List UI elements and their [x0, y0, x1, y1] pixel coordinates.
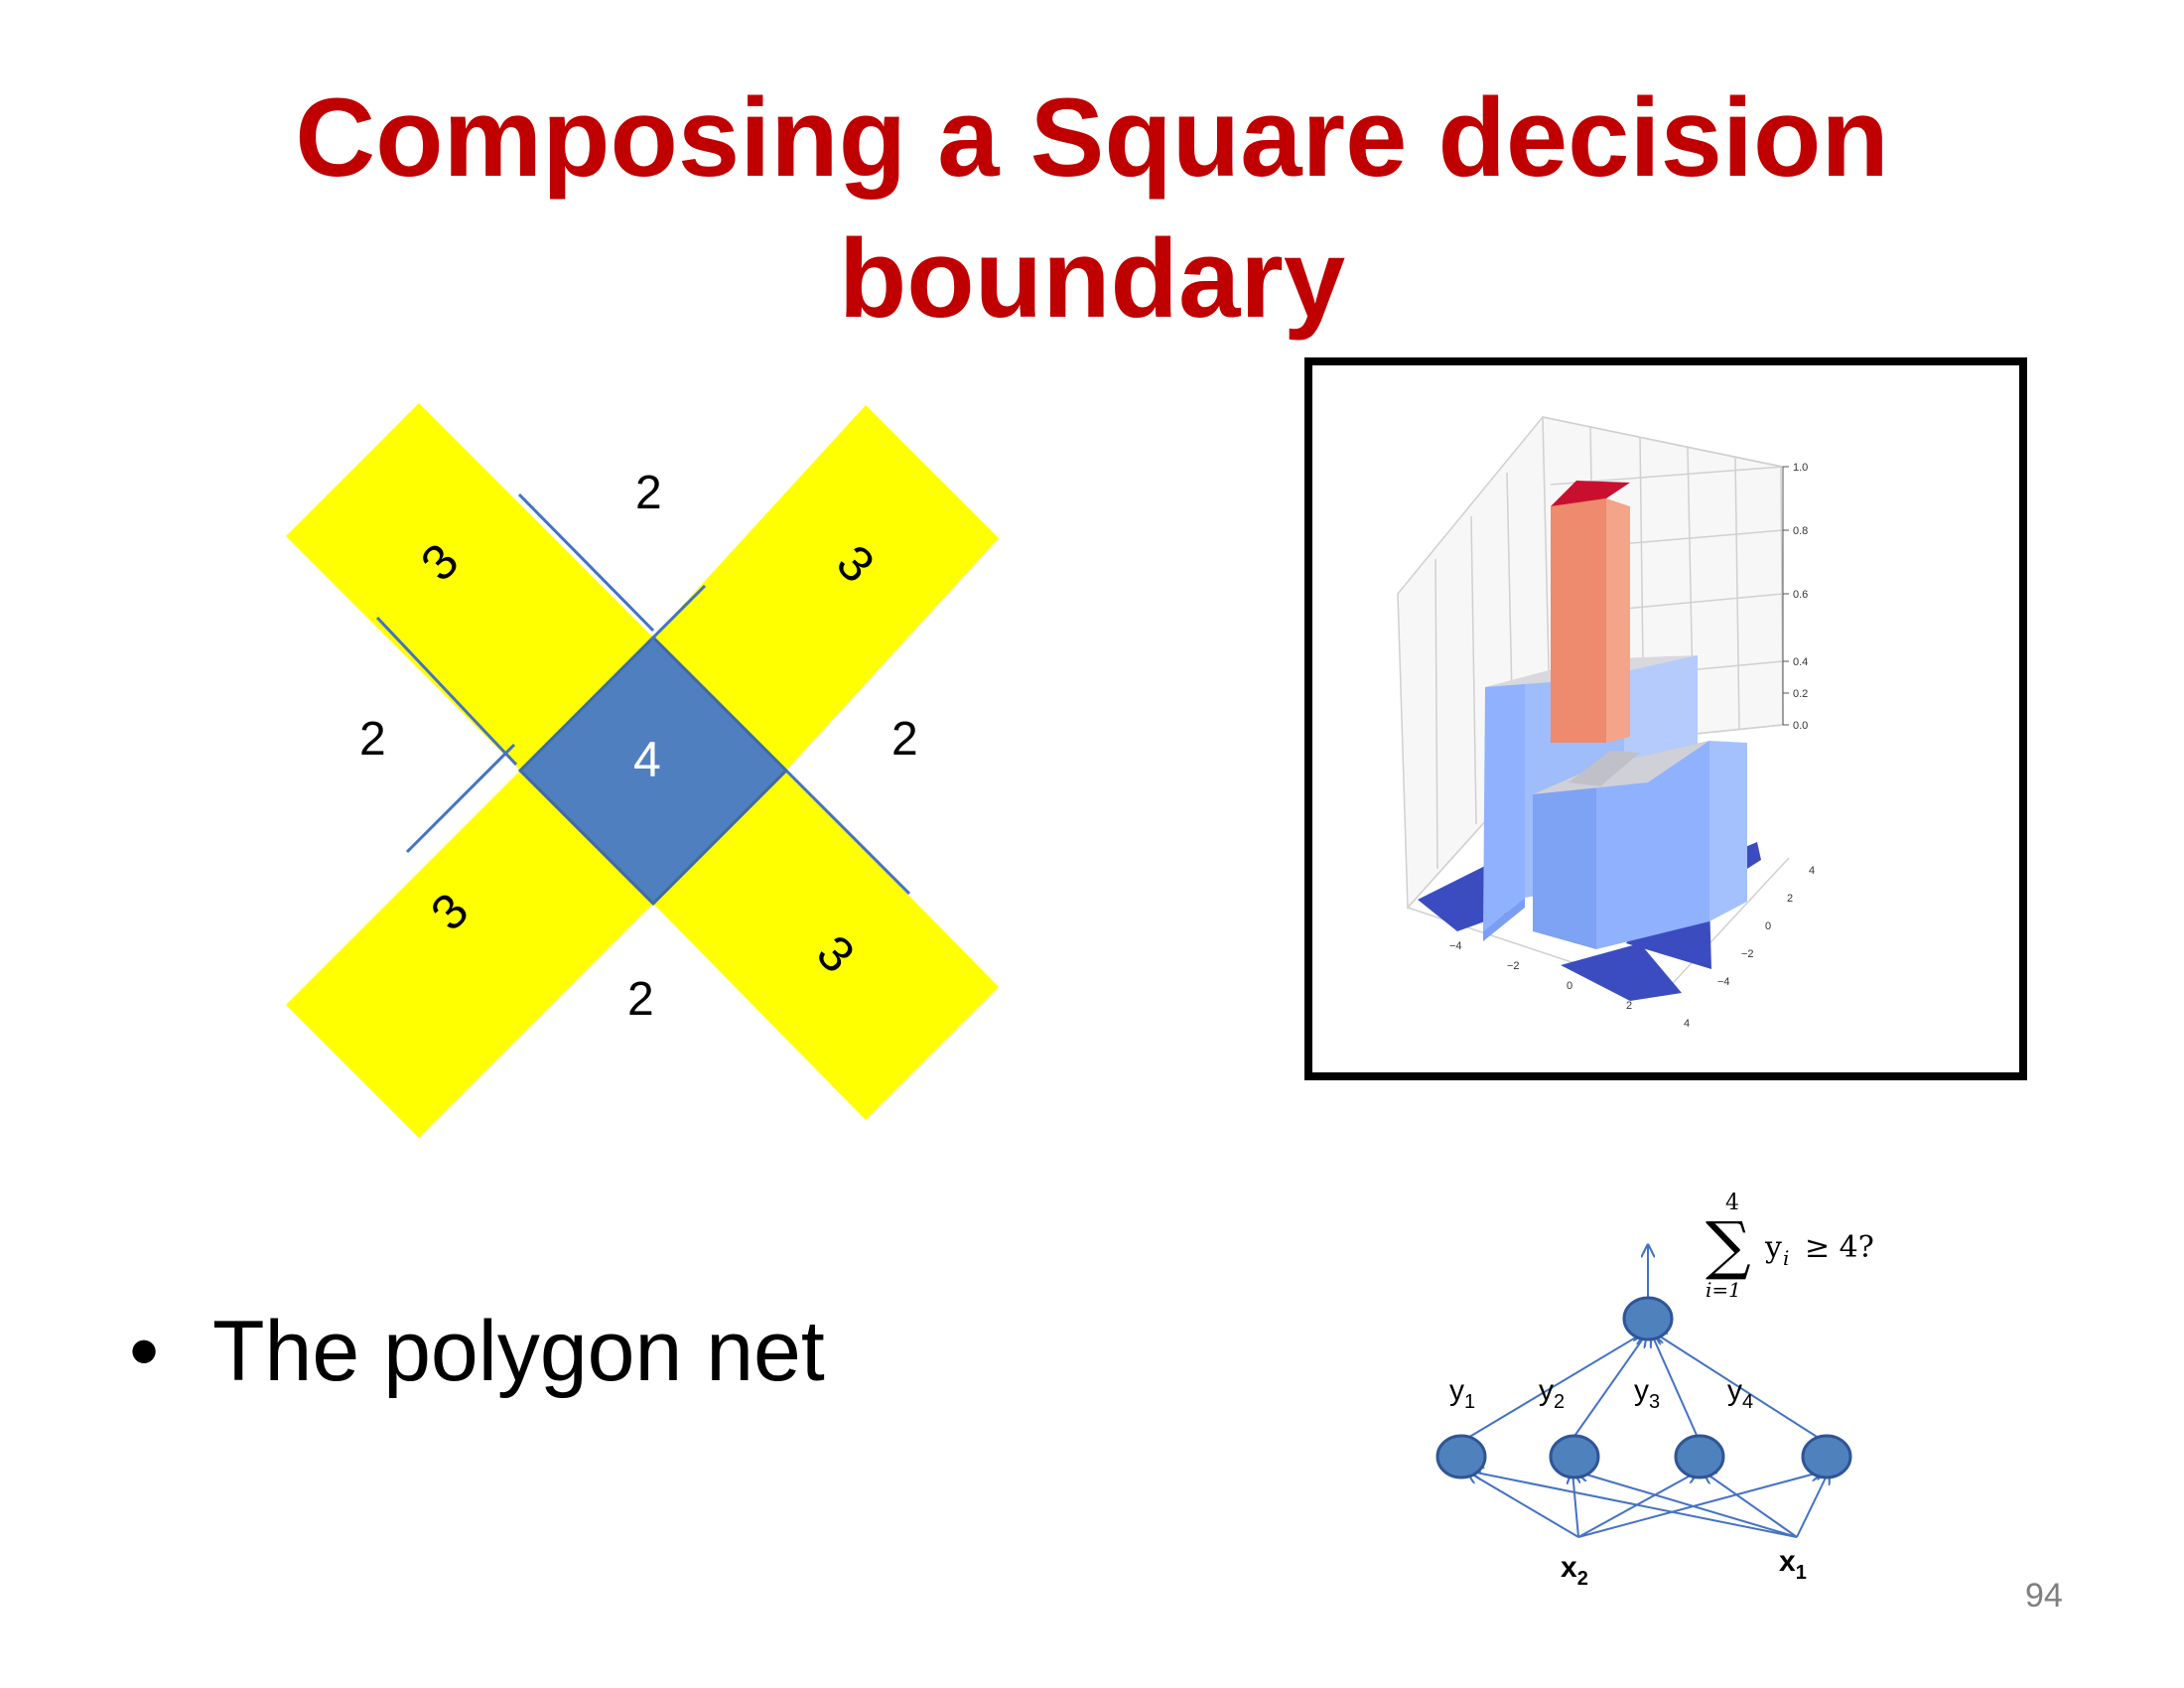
sum-lower-limit: i=1: [1706, 1278, 1741, 1302]
sum-relation: ≥ 4?: [1805, 1230, 1874, 1265]
surface-plot: 1.0 0.8 0.6 0.4 0.2 0.0 −4 −2 0 2 4 4 2 …: [1397, 416, 1815, 1030]
x-tick-label: 2: [1626, 1000, 1632, 1012]
hidden-node-2: [1549, 1434, 1600, 1479]
surface-peak: [1551, 481, 1630, 743]
z-tick-label: 0.0: [1793, 720, 1808, 732]
x-tick-label: 0: [1567, 980, 1572, 992]
outer-label-left: 2: [359, 713, 386, 766]
y-tick-label: −4: [1717, 976, 1730, 988]
y-tick-label: −2: [1741, 948, 1754, 960]
hidden-node-3: [1674, 1434, 1725, 1479]
page-number: 94: [2025, 1577, 2063, 1615]
hidden-label-2: y2: [1539, 1374, 1565, 1413]
y-tick-label: 0: [1765, 920, 1771, 932]
hidden-node-1: [1435, 1434, 1487, 1479]
sum-upper-limit: 4: [1725, 1191, 1739, 1215]
input-label-x1: x1: [1779, 1545, 1807, 1584]
input-label-x2: x2: [1561, 1551, 1588, 1590]
bullet-text: The polygon net: [212, 1304, 825, 1399]
z-tick-label: 0.8: [1793, 525, 1808, 537]
arm-bottom-left: [286, 771, 653, 1138]
bullet-item: • The polygon net: [129, 1303, 825, 1401]
y-tick-label: 4: [1809, 865, 1815, 877]
x-tick-label: −4: [1449, 940, 1462, 952]
center-square: [517, 634, 789, 907]
outer-label-right: 2: [891, 713, 918, 766]
sum-subscript: i: [1783, 1246, 1789, 1270]
z-axis: [1782, 466, 1789, 726]
surface-mid-regions: [1483, 655, 1747, 949]
title-line-2: boundary: [838, 216, 1346, 341]
title-line-1: Composing a Square decision: [295, 75, 1889, 200]
output-node: [1622, 1296, 1674, 1341]
surface-plot-frame: 1.0 0.8 0.6 0.4 0.2 0.0 −4 −2 0 2 4 4 2 …: [1304, 357, 2027, 1080]
z-tick-label: 0.4: [1793, 656, 1808, 668]
hidden-label-3: y3: [1634, 1374, 1660, 1413]
z-tick-label: 0.2: [1793, 688, 1808, 700]
z-tick-label: 0.6: [1793, 589, 1808, 601]
decision-region-diagram: 4 3 3 3 3 2 2 2 2: [286, 403, 999, 1138]
x-tick-label: −2: [1507, 960, 1520, 972]
polygon-net-diagram: 4 ∑ y i ≥ 4? i=1 y1 y2 y3 y4 x2 x1: [1435, 1191, 1874, 1590]
slide-title: Composing a Square decision boundary: [0, 68, 2184, 350]
network-edges: [1460, 1245, 1829, 1538]
outer-label-top: 2: [635, 467, 662, 519]
x-tick-label: 4: [1684, 1018, 1690, 1030]
y-tick-label: 2: [1787, 893, 1793, 905]
network-nodes: [1435, 1296, 1852, 1479]
hidden-node-4: [1801, 1434, 1852, 1479]
outer-label-bottom: 2: [627, 973, 654, 1026]
center-label: 4: [633, 732, 661, 787]
hidden-label-1: y1: [1449, 1374, 1475, 1413]
sum-sigma: ∑: [1706, 1209, 1751, 1283]
bullet-dot: •: [129, 1304, 160, 1399]
z-tick-label: 1.0: [1793, 462, 1808, 474]
arm-top-left: [286, 403, 653, 771]
arm-bottom-right: [653, 771, 999, 1120]
arm-top-right: [653, 405, 999, 771]
hidden-label-4: y4: [1727, 1374, 1753, 1413]
boundary-lines: [375, 492, 911, 896]
sum-formula: 4 ∑ y i ≥ 4? i=1: [1706, 1191, 1874, 1302]
sum-body: y: [1764, 1230, 1782, 1265]
